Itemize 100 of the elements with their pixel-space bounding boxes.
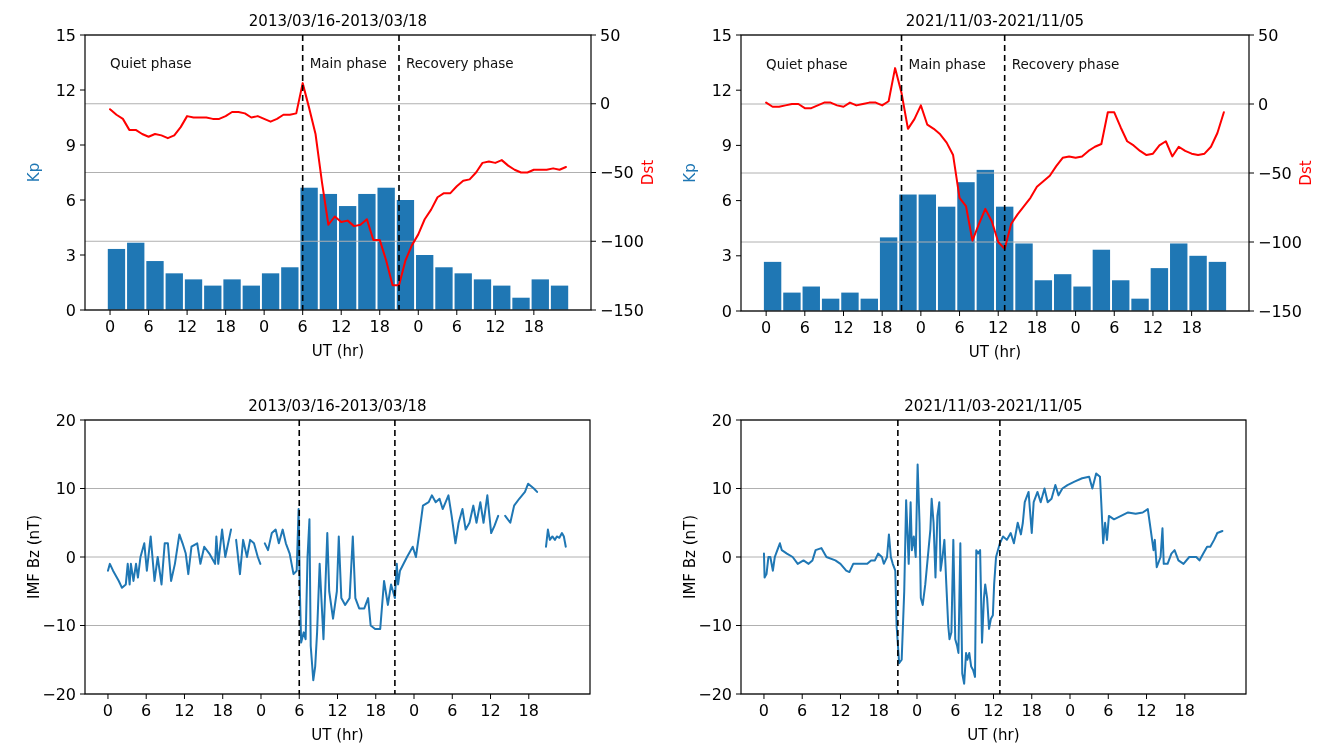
x-axis-title: UT (hr) xyxy=(311,342,365,360)
x-tick-label: 12 xyxy=(833,318,854,337)
y2-tick-label: 0 xyxy=(600,94,611,114)
y2-tick-label: −50 xyxy=(1258,163,1292,183)
x-tick-label: 0 xyxy=(102,701,114,720)
y-tick-label: −10 xyxy=(42,616,76,635)
bar xyxy=(783,292,801,311)
x-tick-label: 18 xyxy=(215,317,236,336)
bar xyxy=(763,261,782,311)
bar xyxy=(1073,286,1091,311)
x-tick-label: 0 xyxy=(408,701,420,720)
bar xyxy=(957,182,975,311)
y2-tick-label: 50 xyxy=(1258,25,1279,45)
line-series xyxy=(109,82,567,287)
bar xyxy=(512,297,530,310)
y-tick-label: 10 xyxy=(55,479,76,498)
x-tick-label: 0 xyxy=(1070,318,1081,337)
bar xyxy=(1208,261,1227,311)
y2-tick-label: −150 xyxy=(600,300,644,320)
x-tick-label: 0 xyxy=(255,701,267,720)
x-tick-label: 18 xyxy=(872,318,893,337)
bar xyxy=(473,279,492,310)
bar xyxy=(1189,255,1207,311)
x-tick-label: 18 xyxy=(369,317,390,336)
bar xyxy=(127,242,145,310)
x-tick-label: 18 xyxy=(1026,318,1048,337)
bar xyxy=(976,169,995,311)
bar xyxy=(338,206,357,310)
y-axis-title: IMF Bz (nT) xyxy=(681,514,699,600)
x-tick-label: 6 xyxy=(799,318,810,337)
chart-title: 2013/03/16-2013/03/18 xyxy=(248,397,427,415)
x-tick-label: 6 xyxy=(1103,701,1114,720)
x-tick-label: 18 xyxy=(1174,701,1195,720)
x-tick-label: 0 xyxy=(915,318,926,337)
y2-tick-label: −50 xyxy=(600,163,634,182)
annotation: Quiet phase xyxy=(110,55,192,72)
x-tick-label: 6 xyxy=(451,317,462,336)
x-tick-label: 12 xyxy=(331,317,352,336)
bar xyxy=(204,285,222,310)
y-tick-label: 3 xyxy=(65,245,76,265)
bar xyxy=(841,292,859,311)
y-tick-label: 10 xyxy=(711,479,732,498)
chart-title: 2013/03/16-2013/03/18 xyxy=(248,12,428,30)
y-tick-label: 15 xyxy=(711,25,732,45)
y2-tick-label: −100 xyxy=(600,231,644,251)
y2-axis-title: Dst xyxy=(1297,160,1315,186)
x-tick-label: 6 xyxy=(1109,318,1120,337)
x-tick-label: 0 xyxy=(1064,701,1076,720)
annotation: Recovery phase xyxy=(1011,55,1120,72)
bar xyxy=(1170,243,1188,311)
x-tick-label: 6 xyxy=(143,317,154,336)
y-tick-label: 9 xyxy=(65,135,76,155)
x-tick-label: 6 xyxy=(294,701,305,720)
x-axis-title: UT (hr) xyxy=(968,343,1022,361)
x-tick-label: 0 xyxy=(413,317,424,336)
x-tick-label: 0 xyxy=(259,317,270,336)
bar xyxy=(531,279,549,310)
bar xyxy=(802,286,820,311)
y2-axis-title: Dst xyxy=(639,159,657,186)
bar xyxy=(879,237,898,311)
chart-title: 2021/11/03-2021/11/05 xyxy=(905,12,1085,30)
x-tick-label: 12 xyxy=(983,701,1004,720)
bar xyxy=(261,273,280,310)
x-tick-label: 12 xyxy=(480,701,501,720)
bar xyxy=(1034,280,1053,311)
y-tick-label: 6 xyxy=(65,190,76,210)
annotation: Main phase xyxy=(908,55,986,72)
y-tick-label: −20 xyxy=(698,684,732,704)
x-tick-label: 6 xyxy=(447,701,458,720)
bar xyxy=(1092,249,1111,311)
x-tick-label: 0 xyxy=(758,701,770,720)
bar xyxy=(899,194,917,311)
x-tick-label: 12 xyxy=(176,317,198,336)
bar xyxy=(223,279,241,310)
x-tick-label: 12 xyxy=(174,701,195,720)
annotation: Quiet phase xyxy=(766,55,848,72)
y-tick-label: 9 xyxy=(721,135,732,155)
x-tick-label: 18 xyxy=(1181,318,1202,337)
x-tick-label: 18 xyxy=(523,317,545,336)
y-tick-label: 12 xyxy=(55,80,76,100)
bar xyxy=(1015,243,1033,311)
y-tick-label: 20 xyxy=(711,410,732,430)
x-tick-label: 0 xyxy=(911,701,923,720)
bar xyxy=(165,273,183,310)
x-tick-label: 18 xyxy=(365,701,386,720)
y-tick-label: 0 xyxy=(65,547,76,567)
x-tick-label: 6 xyxy=(141,701,152,720)
x-tick-label: 0 xyxy=(104,317,116,336)
x-tick-label: 18 xyxy=(1021,701,1042,720)
y-tick-label: −10 xyxy=(698,616,732,635)
x-tick-label: 18 xyxy=(868,701,889,720)
bar xyxy=(918,194,937,311)
x-tick-label: 18 xyxy=(518,701,539,720)
y-tick-label: 3 xyxy=(721,246,732,266)
x-tick-label: 12 xyxy=(988,318,1009,337)
x-axis-title: UT (hr) xyxy=(311,726,364,744)
chart-title: 2021/11/03-2021/11/05 xyxy=(904,397,1083,415)
y-axis-title: IMF Bz (nT) xyxy=(25,514,43,600)
y-tick-label: 12 xyxy=(711,80,732,100)
x-tick-label: 6 xyxy=(954,318,965,337)
